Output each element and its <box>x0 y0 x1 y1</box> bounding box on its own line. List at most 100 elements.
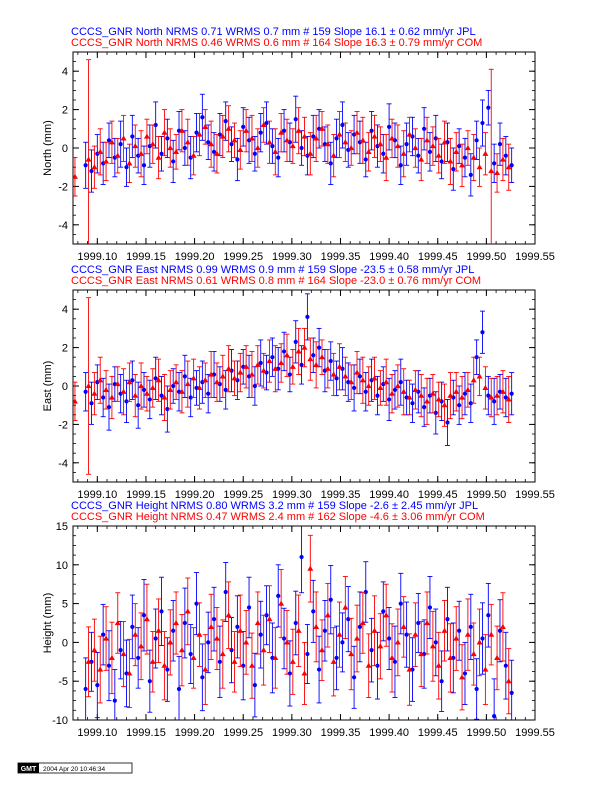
data-point <box>346 617 351 622</box>
x-tick-label: 1999.50 <box>466 251 506 263</box>
data-point <box>143 616 150 622</box>
data-point <box>365 148 372 154</box>
data-point <box>155 377 162 383</box>
data-point <box>313 623 320 629</box>
data-point <box>342 139 349 145</box>
x-tick-label: 1999.25 <box>223 251 263 263</box>
data-point <box>231 658 238 664</box>
data-point <box>283 137 290 143</box>
gmt-badge: GMT <box>21 766 37 773</box>
data-point <box>435 662 442 668</box>
data-point <box>91 390 98 396</box>
data-point <box>389 135 396 141</box>
data-point <box>336 363 343 369</box>
data-point <box>108 394 115 400</box>
data-point <box>348 145 355 151</box>
data-point <box>464 386 471 392</box>
gmt-badge-bg <box>18 763 39 773</box>
data-point <box>138 150 145 156</box>
data-point <box>293 620 298 626</box>
data-point <box>404 632 409 637</box>
y-tick-label: -2 <box>58 419 68 431</box>
data-point <box>412 631 419 637</box>
data-point <box>492 161 497 166</box>
data-point <box>91 647 98 653</box>
data-point <box>453 635 460 641</box>
data-point <box>486 393 491 398</box>
data-point <box>354 369 361 375</box>
data-point <box>357 374 363 379</box>
data-point <box>235 157 240 162</box>
data-point <box>439 679 444 684</box>
data-point <box>377 643 384 649</box>
x-tick-label: 1999.30 <box>272 727 312 739</box>
data-point <box>305 651 310 657</box>
data-point <box>387 636 392 641</box>
data-point <box>190 375 197 381</box>
data-point <box>114 381 121 387</box>
data-point <box>392 387 398 392</box>
data-point <box>435 396 442 402</box>
data-point <box>219 373 226 379</box>
data-point <box>219 651 226 657</box>
data-point <box>348 651 355 657</box>
data-area <box>73 59 515 244</box>
data-point <box>112 698 117 703</box>
data-point <box>270 355 275 360</box>
y-tick-label: 0 <box>62 381 68 393</box>
data-point <box>435 152 442 158</box>
data-point <box>318 647 325 653</box>
data-point <box>406 394 413 400</box>
data-point <box>301 344 308 350</box>
data-point <box>91 164 98 170</box>
data-point <box>278 129 285 135</box>
data-point <box>389 390 396 396</box>
data-point <box>126 670 133 676</box>
data-point <box>494 169 501 176</box>
data-point <box>488 631 495 637</box>
x-tick-label: 1999.50 <box>466 727 506 739</box>
data-point <box>108 139 115 145</box>
data-point <box>363 157 368 162</box>
data-point <box>330 152 337 158</box>
data-point <box>351 675 357 680</box>
data-point <box>223 589 228 595</box>
data-point <box>132 392 139 398</box>
data-point <box>486 613 491 618</box>
panel-3: CCCS_GNR Height NRMS 0.80 WRMS 3.2 mm # … <box>42 500 555 739</box>
x-tick-label: 1999.15 <box>126 727 166 739</box>
x-tick-label: 1999.25 <box>223 727 263 739</box>
data-point <box>398 163 403 168</box>
x-tick-label: 1999.40 <box>369 251 409 263</box>
data-point <box>206 140 211 145</box>
data-point <box>424 620 431 626</box>
data-point <box>171 383 176 389</box>
data-point <box>281 128 287 133</box>
data-point <box>299 362 304 367</box>
data-point <box>211 617 217 622</box>
y-tick-label: 4 <box>62 304 68 316</box>
data-point <box>429 390 436 396</box>
data-point <box>427 605 433 610</box>
data-point <box>293 117 298 122</box>
data-point <box>141 387 147 392</box>
data-point <box>334 655 339 661</box>
data-point <box>383 154 390 160</box>
data-point <box>89 168 94 174</box>
data-point <box>433 640 438 645</box>
data-point <box>459 394 466 400</box>
panel-header-line: CCCS_GNR North NRMS 0.71 WRMS 0.7 mm # 1… <box>71 26 476 38</box>
data-point <box>132 631 139 637</box>
x-tick-label: 1999.45 <box>418 251 458 263</box>
x-tick-label: 1999.10 <box>77 489 117 501</box>
data-point <box>340 122 345 128</box>
data-point <box>260 647 267 653</box>
x-tick-label: 1999.10 <box>77 251 117 263</box>
data-point <box>184 381 191 387</box>
series-jpl <box>83 293 515 446</box>
data-point <box>223 119 228 124</box>
data-point <box>206 640 211 645</box>
data-point <box>480 120 485 126</box>
data-point <box>394 639 401 645</box>
data-point <box>118 648 123 653</box>
